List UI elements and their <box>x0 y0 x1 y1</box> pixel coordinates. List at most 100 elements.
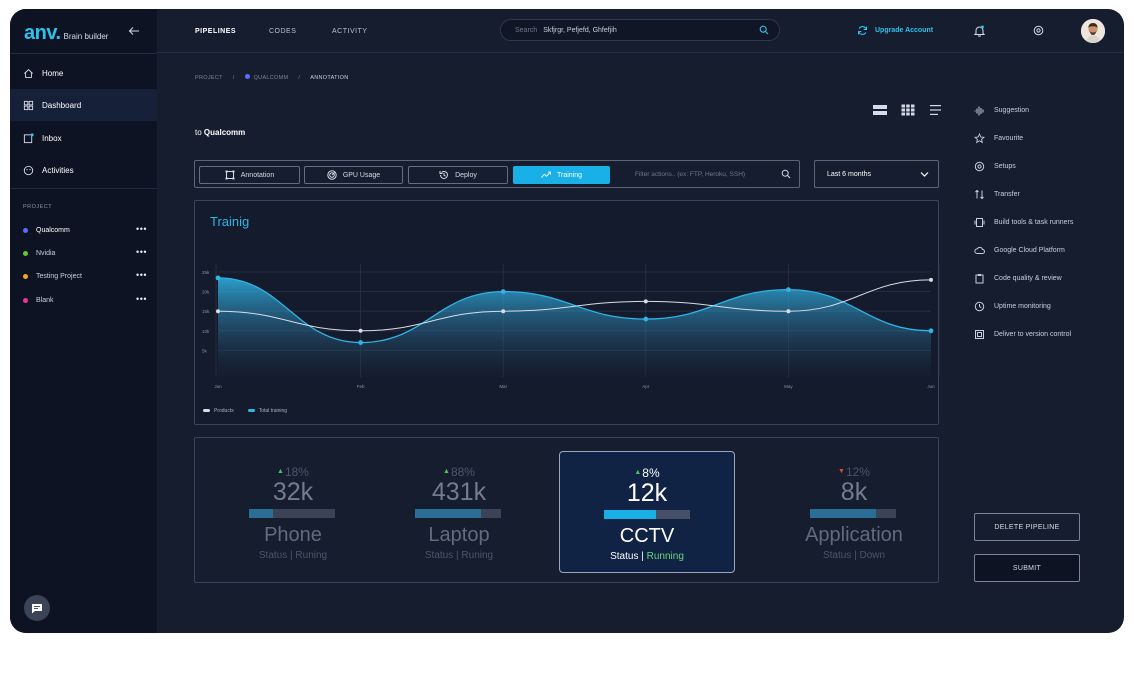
sidebar-item-label: Dashboard <box>42 100 82 110</box>
trend-up-icon: ▲ <box>443 468 450 475</box>
progress-fill <box>249 509 274 518</box>
deploy-button[interactable]: Deploy <box>408 166 508 184</box>
data-point-total-training <box>786 287 791 293</box>
tab-codes[interactable]: CODES <box>269 28 297 35</box>
right-menu-item[interactable]: Build tools & task runners <box>974 215 1114 229</box>
breadcrumb-item[interactable]: PROJECT <box>195 74 223 81</box>
sidebar-item-dashboard[interactable]: Dashboard <box>10 89 157 121</box>
data-point-total-training <box>643 316 649 322</box>
project-item-nvidia[interactable]: Nvidia ••• <box>23 246 147 260</box>
upgrade-label: Upgrade Account <box>875 27 934 34</box>
card-cctv[interactable]: ▲8% 12k CCTV Status | Running <box>559 451 735 573</box>
menu-view-icon[interactable] <box>929 104 943 116</box>
project-item-blank[interactable]: Blank ••• <box>23 293 147 307</box>
status-label: Status <box>258 550 288 561</box>
arrow-left-icon[interactable] <box>128 25 140 37</box>
gear-icon[interactable] <box>1033 25 1044 36</box>
bell-icon[interactable] <box>974 25 985 37</box>
x-tick-label: May <box>784 384 793 389</box>
y-tick-label: 5k <box>202 348 208 353</box>
right-menu-item[interactable]: Uptime monitoring <box>974 299 1114 313</box>
upgrade-account-button[interactable]: Upgrade Account <box>857 25 933 36</box>
status-value: Runing <box>295 550 328 561</box>
logo: anv. Brain builder <box>24 23 108 43</box>
period-select[interactable]: Last 6 months <box>814 160 939 188</box>
card-status: Status | Runing <box>371 550 547 561</box>
list-view-icon[interactable] <box>873 104 887 116</box>
activities-icon <box>23 165 34 175</box>
right-menu-item[interactable]: Google Cloud Platform <box>974 243 1114 257</box>
training-icon <box>541 171 551 178</box>
legend-item-total-training[interactable]: Total training <box>247 408 287 414</box>
breadcrumb-item: ANNOTATION <box>310 74 349 81</box>
x-tick-label: Feb <box>357 384 365 389</box>
project-item-qualcomm[interactable]: Qualcomm ••• <box>23 223 147 237</box>
card-delta: ▲88% <box>371 465 547 479</box>
trend-up-icon: ▲ <box>277 468 284 475</box>
right-menu-item[interactable]: Suggestion <box>974 103 1114 117</box>
gpu-usage-label: GPU Usage <box>342 171 381 179</box>
uptime-icon <box>974 301 985 311</box>
card-status: Status | Down <box>766 550 942 561</box>
more-icon[interactable]: ••• <box>136 270 147 280</box>
more-icon[interactable]: ••• <box>136 294 147 304</box>
sidebar-item-activities[interactable]: Activities <box>10 154 157 186</box>
status-label: Status <box>610 551 639 562</box>
delete-pipeline-button[interactable]: DELETE PIPELINE <box>974 513 1080 541</box>
page-subtitle: to Qualcomm <box>195 128 245 137</box>
training-chart: Trainig 25k 20k 15k 10k 5k Jan Feb Mar Apr May Jun… <box>194 200 940 425</box>
project-item-testing[interactable]: Testing Project ••• <box>23 269 147 283</box>
right-menu-item[interactable]: Code quality & review <box>974 271 1114 285</box>
breadcrumb: PROJECT / QUALCOMM / ANNOTATION <box>195 74 348 81</box>
tab-pipelines[interactable]: PIPELINES <box>195 28 237 35</box>
series-line-total-training <box>217 277 932 344</box>
sidebar-item-label: Activities <box>42 165 74 175</box>
project-label: Qualcomm <box>36 226 70 234</box>
right-menu-item[interactable]: Transfer <box>974 187 1114 201</box>
sidebar-item-home[interactable]: Home <box>10 57 157 89</box>
legend-item-products[interactable]: Products <box>203 408 234 414</box>
card-value: 431k <box>431 478 487 506</box>
avatar[interactable] <box>1081 19 1105 43</box>
grid-view-icon[interactable] <box>901 104 915 116</box>
build-icon <box>974 217 985 227</box>
progress-fill <box>604 510 656 519</box>
search-input[interactable]: Search Skfjrgr, Pefjefd, Ghfefjih <box>500 19 780 41</box>
tab-activity[interactable]: ACTIVITY <box>332 28 368 35</box>
more-icon[interactable]: ••• <box>136 224 147 234</box>
project-label: Blank <box>36 296 54 304</box>
card-laptop[interactable]: ▲88% 431k Laptop Status | Runing <box>371 451 547 573</box>
sidebar-divider <box>10 53 157 54</box>
training-button[interactable]: Training <box>513 166 610 184</box>
search-icon[interactable] <box>781 169 791 179</box>
right-menu-item[interactable]: Deliver to version control <box>974 327 1114 341</box>
delta-value: 12% <box>845 465 870 479</box>
breadcrumb-separator: / <box>298 74 301 81</box>
more-icon[interactable]: ••• <box>136 247 147 257</box>
gpu-usage-button[interactable]: GPU Usage <box>304 166 403 184</box>
right-menu-item[interactable]: Favourite <box>974 131 1114 145</box>
chat-button[interactable] <box>24 595 50 621</box>
breadcrumb-item[interactable]: QUALCOMM <box>244 74 289 81</box>
right-menu-item[interactable]: Setups <box>974 159 1114 173</box>
training-label: Training <box>556 171 583 179</box>
status-separator: | <box>290 550 293 561</box>
search-icon[interactable] <box>759 25 769 35</box>
data-point-total-training <box>500 289 506 294</box>
data-point-total-training <box>358 340 363 345</box>
top-bar: PIPELINES CODES ACTIVITY Search Skfjrgr,… <box>157 9 1124 53</box>
search-value[interactable]: Skfjrgr, Pefjefd, Ghfefjih <box>543 26 617 34</box>
card-phone[interactable]: ▲18% 32k Phone Status | Runing <box>205 451 381 573</box>
data-point-products <box>216 309 220 314</box>
action-bar: Annotation GPU Usage Deploy Training Fil… <box>194 160 800 188</box>
status-separator: | <box>456 550 459 561</box>
filter-actions-input[interactable]: Filter actions.. (ex: FTP, Heroku, SSH) <box>635 171 746 178</box>
sidebar-item-inbox[interactable]: Inbox <box>10 122 157 154</box>
annotation-button[interactable]: Annotation <box>199 166 300 184</box>
submit-button[interactable]: SUBMIT <box>974 554 1080 582</box>
project-color-dot <box>23 273 28 279</box>
card-application[interactable]: ▼12% 8k Application Status | Down <box>766 451 942 573</box>
data-point-products <box>501 309 506 314</box>
progress-fill <box>810 509 877 518</box>
series-area-total-training <box>218 277 931 377</box>
